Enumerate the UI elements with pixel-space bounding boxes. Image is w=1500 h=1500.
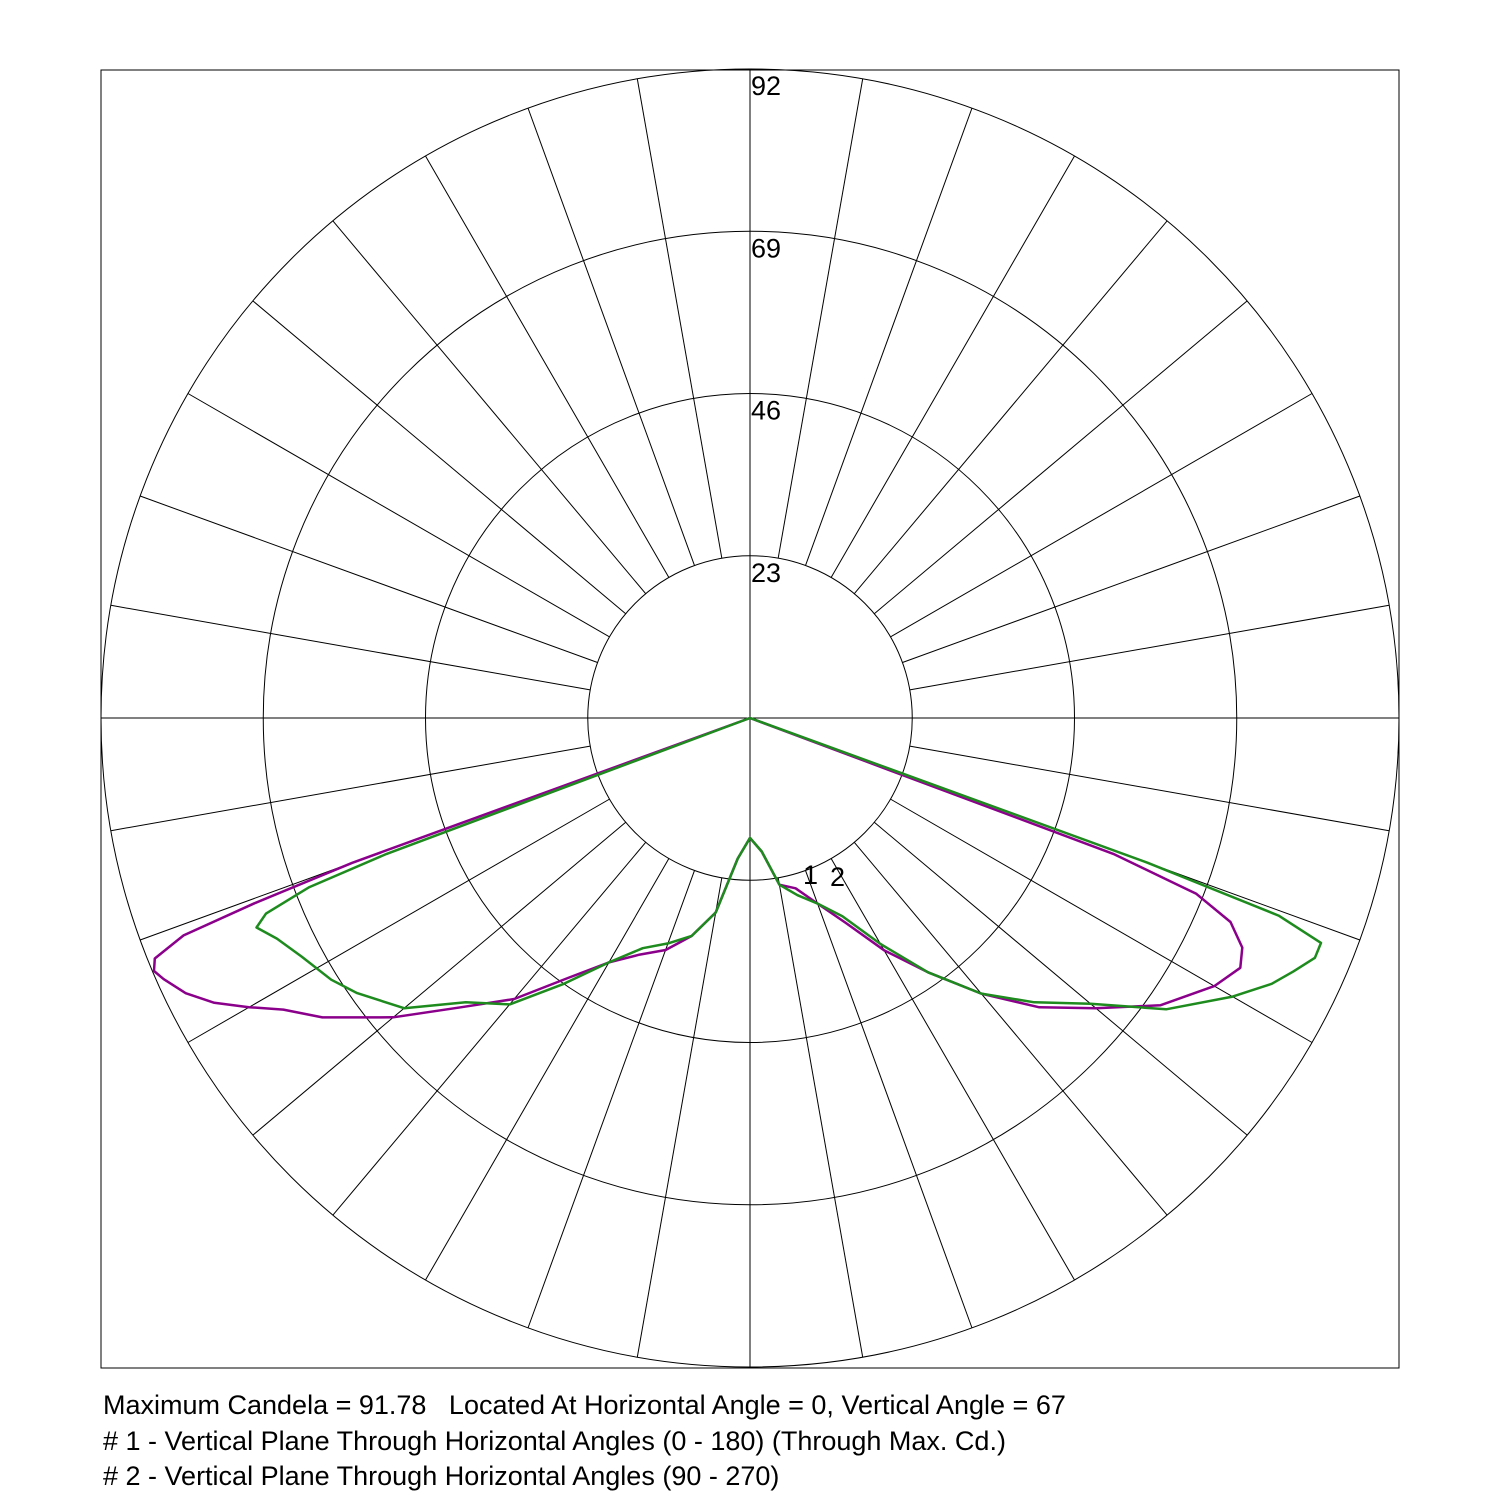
grid-spoke — [332, 841, 647, 1216]
grid-spoke — [902, 495, 1361, 663]
grid-spoke — [252, 300, 627, 615]
grid-spoke — [139, 495, 598, 663]
grid-spoke — [873, 300, 1248, 615]
grid-spoke — [527, 870, 695, 1329]
max-candela-caption: Maximum Candela = 91.78 Located At Horiz… — [103, 1390, 1066, 1420]
series-label-2: 2 — [830, 862, 845, 892]
grid-spoke — [527, 107, 695, 566]
grid-spoke — [777, 78, 864, 559]
r-tick-label: 92 — [751, 71, 781, 101]
grid-spoke — [636, 78, 723, 559]
grid-spoke — [636, 877, 723, 1358]
grid-spoke — [805, 107, 973, 566]
r-tick-label: 23 — [751, 558, 781, 588]
grid-spoke — [777, 877, 864, 1358]
r-tick-label: 69 — [751, 233, 781, 263]
grid-spoke — [187, 393, 610, 638]
grid-spoke — [830, 858, 1075, 1281]
series-1-caption: # 1 - Vertical Plane Through Horizontal … — [103, 1426, 1006, 1456]
grid-spoke — [853, 841, 1168, 1216]
grid-spoke — [805, 870, 973, 1329]
grid-spoke — [332, 220, 647, 595]
grid-spoke — [909, 604, 1390, 691]
grid-spoke — [873, 821, 1248, 1136]
radial-tick-labels: 23 46 69 92 — [751, 71, 781, 588]
grid-spoke — [425, 858, 670, 1281]
grid-spoke — [890, 798, 1313, 1043]
grid-spoke — [890, 393, 1313, 638]
grid-spoke — [110, 604, 591, 691]
series-layer — [152, 716, 1323, 1019]
grid-spoke — [110, 745, 591, 832]
series-1-curve — [152, 716, 1244, 1019]
grid-spoke — [853, 220, 1168, 595]
grid-spoke — [252, 821, 627, 1136]
series-2-curve — [255, 716, 1323, 1011]
grid-spoke — [187, 798, 610, 1043]
grid-spoke — [909, 745, 1390, 832]
grid-spoke — [425, 155, 670, 578]
series-2-caption: # 2 - Vertical Plane Through Horizontal … — [103, 1461, 780, 1491]
grid-spoke — [830, 155, 1075, 578]
angular-grid-spokes — [110, 78, 1390, 1358]
series-label-1: 1 — [803, 860, 818, 890]
r-tick-label: 46 — [751, 396, 781, 426]
